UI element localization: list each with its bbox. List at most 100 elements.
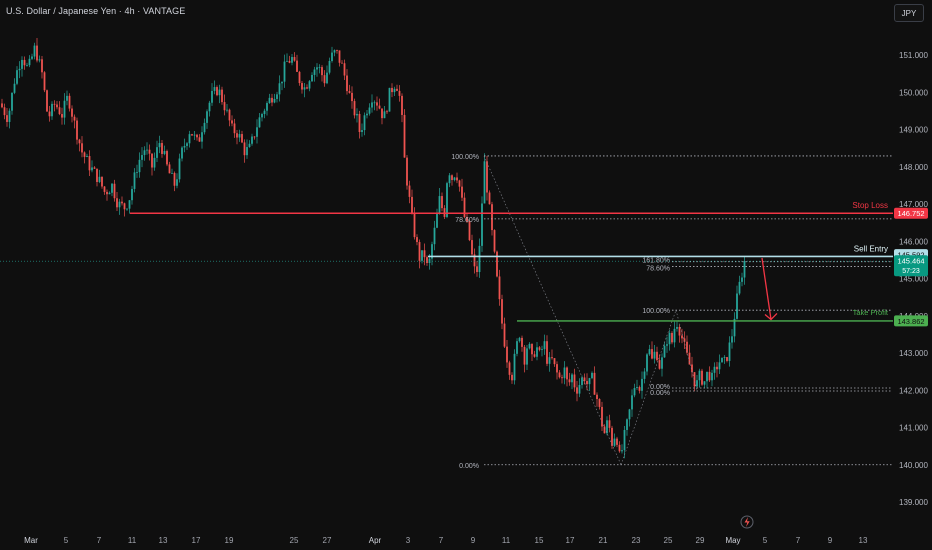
y-tick-label: 151.000 [899,51,928,60]
candle-body [178,158,181,180]
candle-body [96,168,98,182]
candle-body [53,103,56,105]
candle-body [291,57,293,63]
candle-body [618,444,621,452]
candle-body [466,217,468,222]
candle-body [563,367,566,379]
candle-body [396,88,398,91]
candle-body [378,105,381,109]
candle-body [463,197,466,218]
stop-loss-price-tag: 146.752 [897,209,924,218]
candle-body [608,420,611,428]
candle-body [418,242,421,261]
candle-body [31,56,33,59]
candle-body [73,116,76,121]
candle-body [351,92,353,102]
chart-title: U.S. Dollar / Japanese Yen · 4h · VANTAG… [6,6,186,16]
candle-body [643,371,646,379]
candle-body [641,378,643,391]
candle-body [131,188,133,201]
x-tick-label: 13 [859,536,868,545]
candle-body [511,374,513,381]
currency-button[interactable]: JPY [894,4,924,22]
y-tick-label: 143.000 [899,349,928,358]
candle-body [238,134,241,138]
x-tick-label: 23 [632,536,641,545]
candle-body [386,111,388,113]
candle-body [113,183,116,199]
x-tick-label: Apr [369,536,382,545]
candle-body [88,155,91,171]
candle-body [666,344,668,346]
candle-body [146,149,148,151]
candle-body [533,354,536,357]
candle-body [498,276,501,300]
candle-body [678,326,681,336]
candle-body [633,388,636,396]
candle-body [198,137,201,142]
candles [1,37,746,459]
candle-body [426,257,428,263]
candle-body [141,155,143,160]
candle-body [671,332,673,343]
candle-body [18,68,21,71]
candle-body [736,293,738,319]
candle-body [13,83,16,93]
candle-body [138,159,141,173]
candle-body [491,204,493,231]
candle-body [691,364,693,373]
candle-body [538,347,541,350]
projection-arrow[interactable] [761,257,772,320]
candle-body [313,69,316,75]
candle-body [478,245,481,273]
candle-body [646,354,648,372]
candle-body [258,117,261,128]
candle-body [733,318,736,337]
candle-body [391,87,393,93]
candle-body [501,299,503,324]
candle-body [741,277,743,282]
fib-level-label: 0.00% [650,384,670,391]
candle-body [58,107,61,115]
candle-body [553,358,556,365]
candle-body [273,98,276,103]
candle-body [508,362,511,375]
lightning-icon[interactable] [740,515,754,529]
current-price-tag: 145.464 [897,257,924,266]
candle-body [451,175,453,181]
candle-body [421,250,423,261]
candle-body [193,134,196,136]
candle-body [103,186,106,192]
candle-body [723,357,726,358]
candle-body [186,143,188,146]
candle-body [8,110,11,122]
candle-body [191,134,193,136]
candle-body [373,102,376,104]
candle-body [208,102,211,112]
candle-body [486,161,488,193]
candle-body [323,75,326,84]
candle-body [681,335,683,339]
candle-body [283,61,286,82]
candle-body [233,123,236,134]
x-tick-label: 9 [471,536,476,545]
candle-body [636,387,638,389]
fib-level-label: 78.60% [646,266,670,273]
candle-body [93,167,96,169]
candle-body [656,351,658,361]
candle-body [711,372,713,381]
candle-body [721,357,723,363]
candle-body [523,346,526,365]
candle-body [663,345,666,358]
candle-body [603,426,606,434]
candle-body [381,108,383,119]
candle-body [676,326,678,329]
candle-body [703,381,706,385]
x-tick-label: 7 [439,536,444,545]
candle-body [153,157,156,168]
candle-body [243,142,246,156]
candle-body [218,89,221,96]
candle-body [638,387,641,391]
candle-body [606,420,608,434]
